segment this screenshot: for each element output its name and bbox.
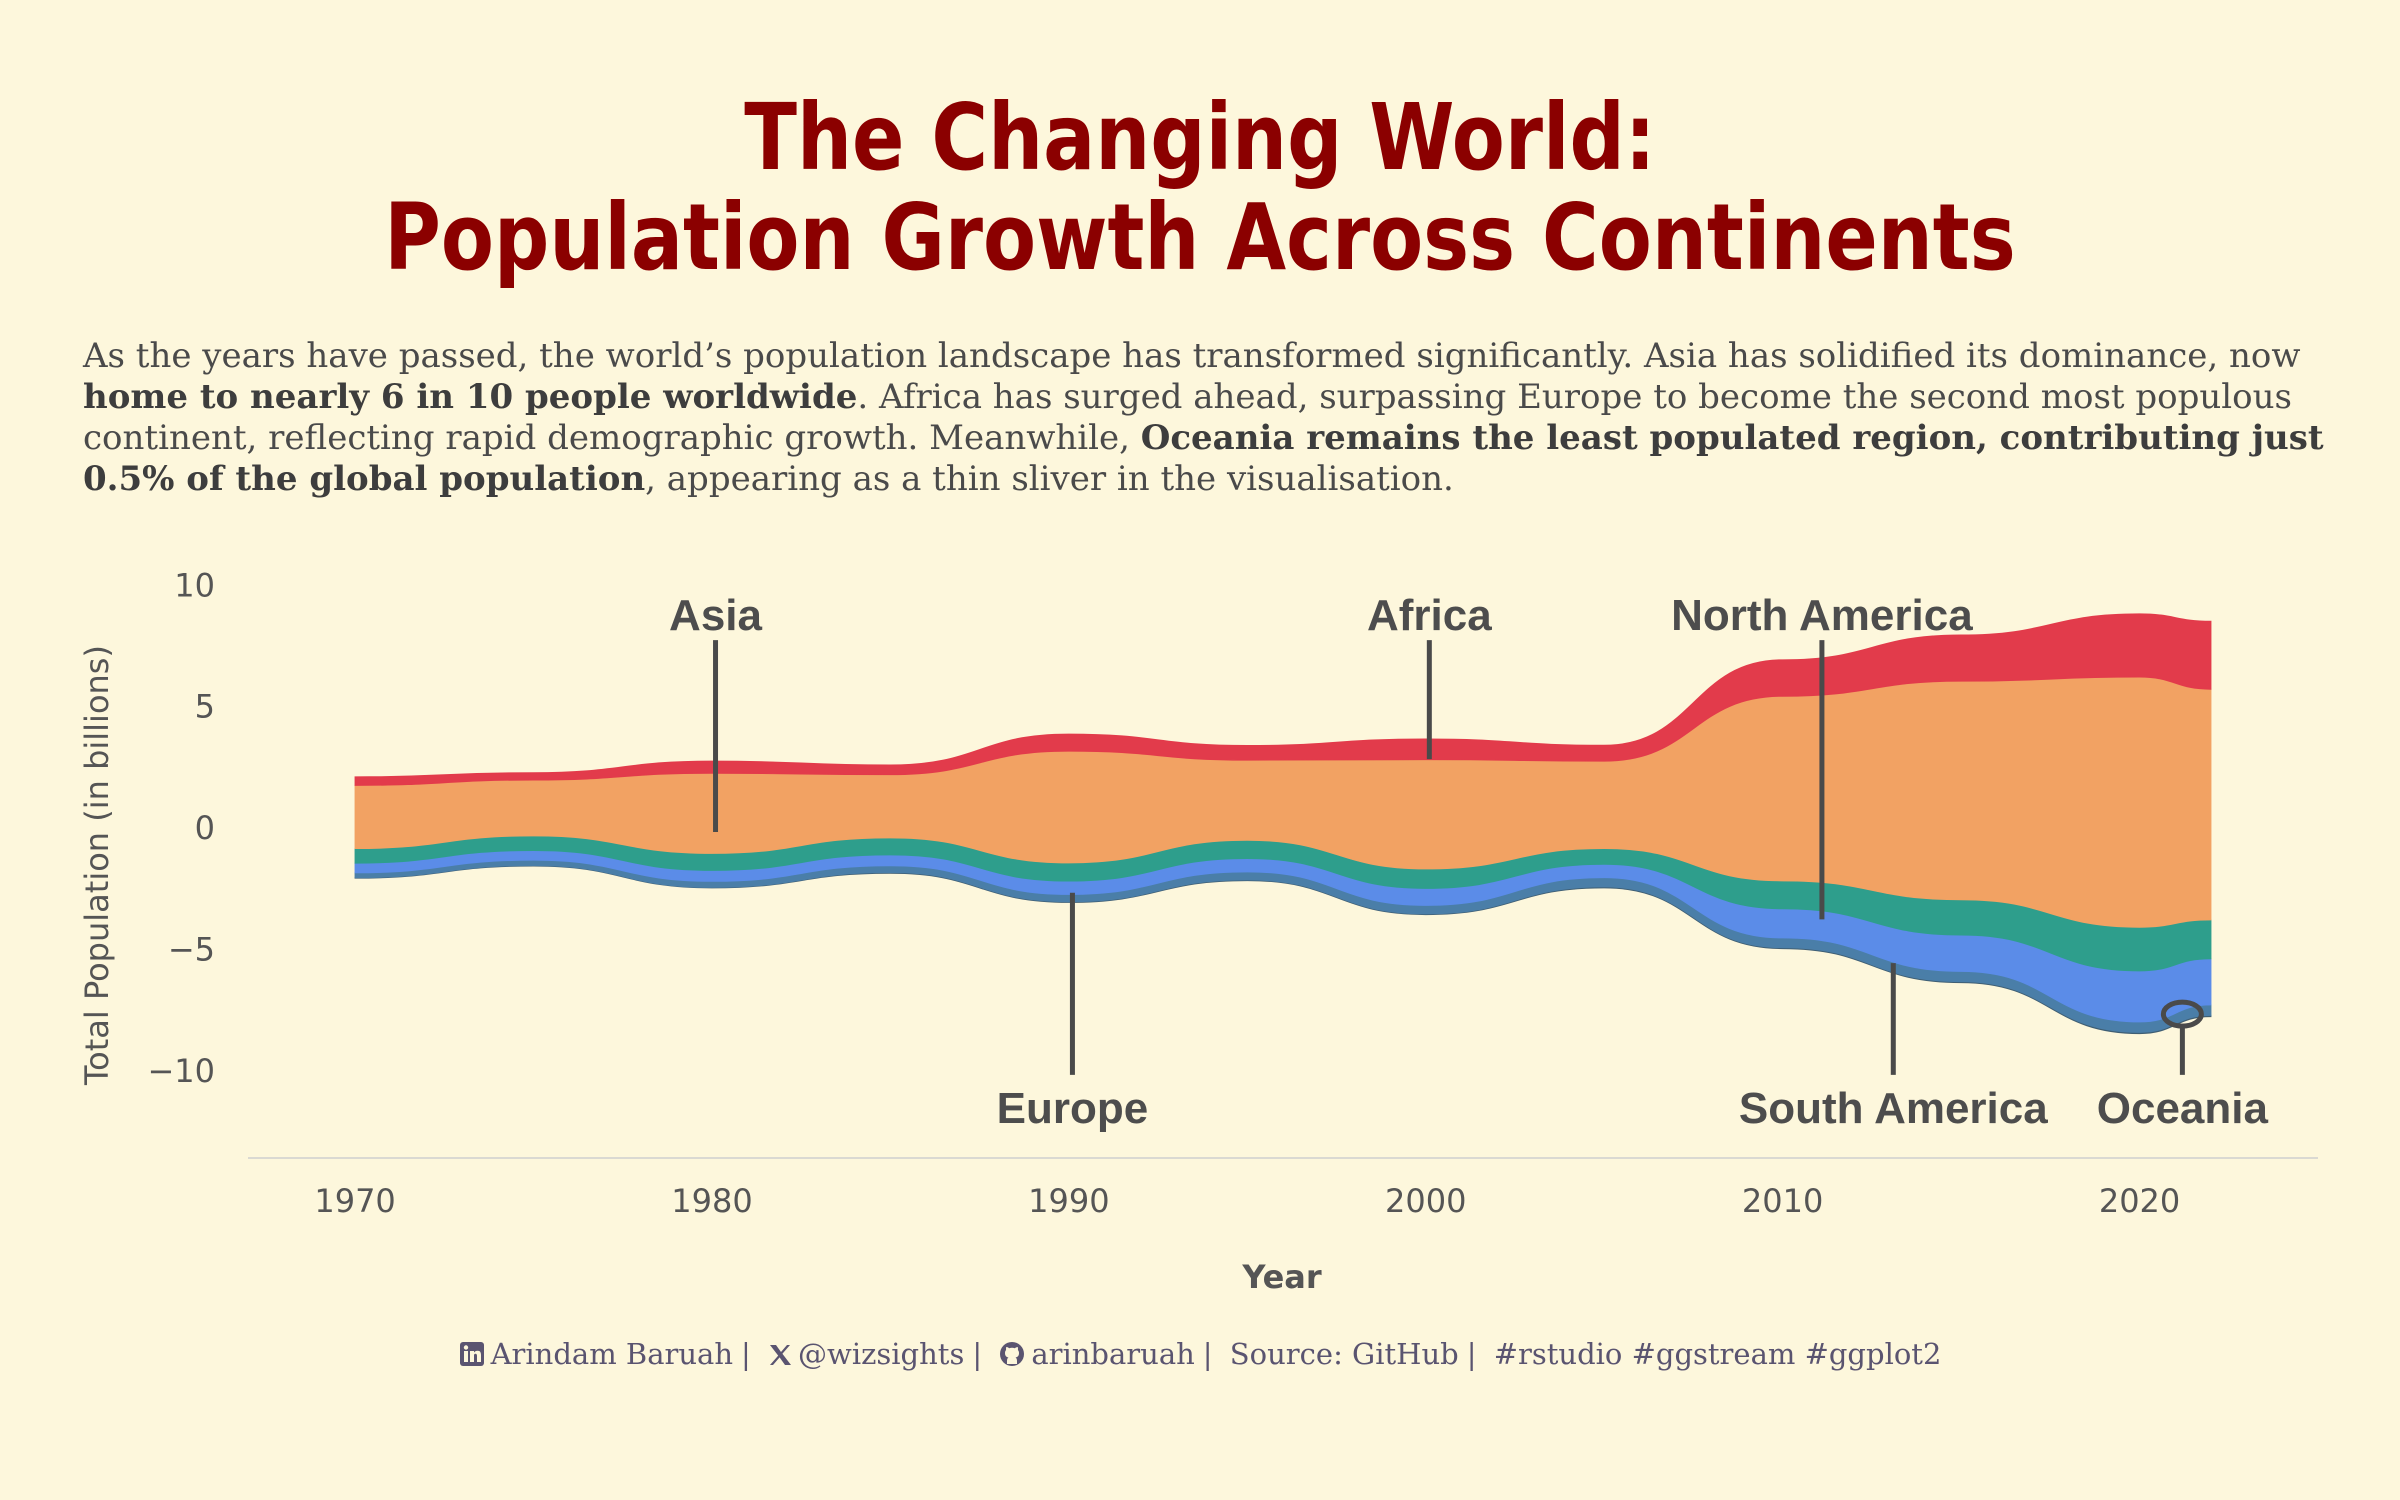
chart-subtitle: As the years have passed, the world’s po… (83, 336, 2373, 500)
y-axis-label: Total Population (in billions) (78, 645, 116, 1086)
axes: 10 5 0 −5 −10 1970 1980 1990 2000 2010 2020 (147, 566, 2318, 1220)
caption-linkedin[interactable]: Arindam Baruah (490, 1337, 734, 1371)
y-tick-label: 10 (174, 566, 215, 604)
caption-github[interactable]: arinbaruah (1031, 1337, 1195, 1371)
annotation-label-oceania: Oceania (2097, 1084, 2269, 1133)
subtitle-bold-2: Oceania remains the least populated regi… (83, 418, 2324, 499)
annotation-label-europe: Europe (997, 1084, 1149, 1133)
stream-africa (354, 613, 2212, 786)
subtitle-text-2: . Africa has surged ahead, surpassing Eu… (83, 377, 2292, 458)
y-tick-label: −5 (168, 931, 215, 969)
stream-layers (354, 613, 2212, 1035)
annotations: Asia Africa North America Europe South Ameri… (669, 591, 2268, 1133)
subtitle-bold-1: home to nearly 6 in 10 people worldwide (83, 377, 858, 417)
caption-x-handle[interactable]: @wizsights (798, 1337, 965, 1371)
x-tick-label: 2000 (1385, 1182, 1466, 1220)
subtitle-text-3: , appearing as a thin sliver in the visu… (645, 459, 1454, 499)
x-tick-label: 2020 (2099, 1182, 2180, 1220)
y-tick-label: 5 (195, 688, 215, 726)
caption-tags: #rstudio #ggstream #ggplot2 (1493, 1337, 1942, 1371)
x-logo-icon (768, 1340, 792, 1374)
caption: Arindam Baruah | @wizsights | arinbaruah | … (0, 1337, 2400, 1374)
github-icon (999, 1340, 1025, 1374)
x-tick-label: 1990 (1028, 1182, 1109, 1220)
annotation-label-africa: Africa (1367, 591, 1492, 640)
x-axis-label: Year (1241, 1258, 1322, 1296)
x-tick-label: 2010 (1742, 1182, 1823, 1220)
caption-source: Source: GitHub (1229, 1337, 1459, 1371)
y-tick-label: 0 (195, 809, 215, 847)
chart-title-line-1: The Changing World: (744, 84, 1656, 191)
stream-asia (354, 676, 2212, 928)
annotation-label-south-america: South America (1739, 1084, 2048, 1133)
linkedin-icon (459, 1340, 485, 1374)
y-tick-label: −10 (147, 1052, 215, 1090)
x-tick-label: 1980 (671, 1182, 752, 1220)
chart-title-line-2: Population Growth Across Continents (384, 184, 2016, 291)
annotation-label-asia: Asia (669, 591, 762, 640)
x-tick-label: 1970 (314, 1182, 395, 1220)
subtitle-text-1: As the years have passed, the world’s po… (83, 336, 2301, 376)
annotation-ring-oceania (2160, 999, 2204, 1029)
annotation-label-north-america: North America (1671, 591, 1973, 640)
chart-title: The Changing World: Population Growth Ac… (192, 88, 2208, 288)
